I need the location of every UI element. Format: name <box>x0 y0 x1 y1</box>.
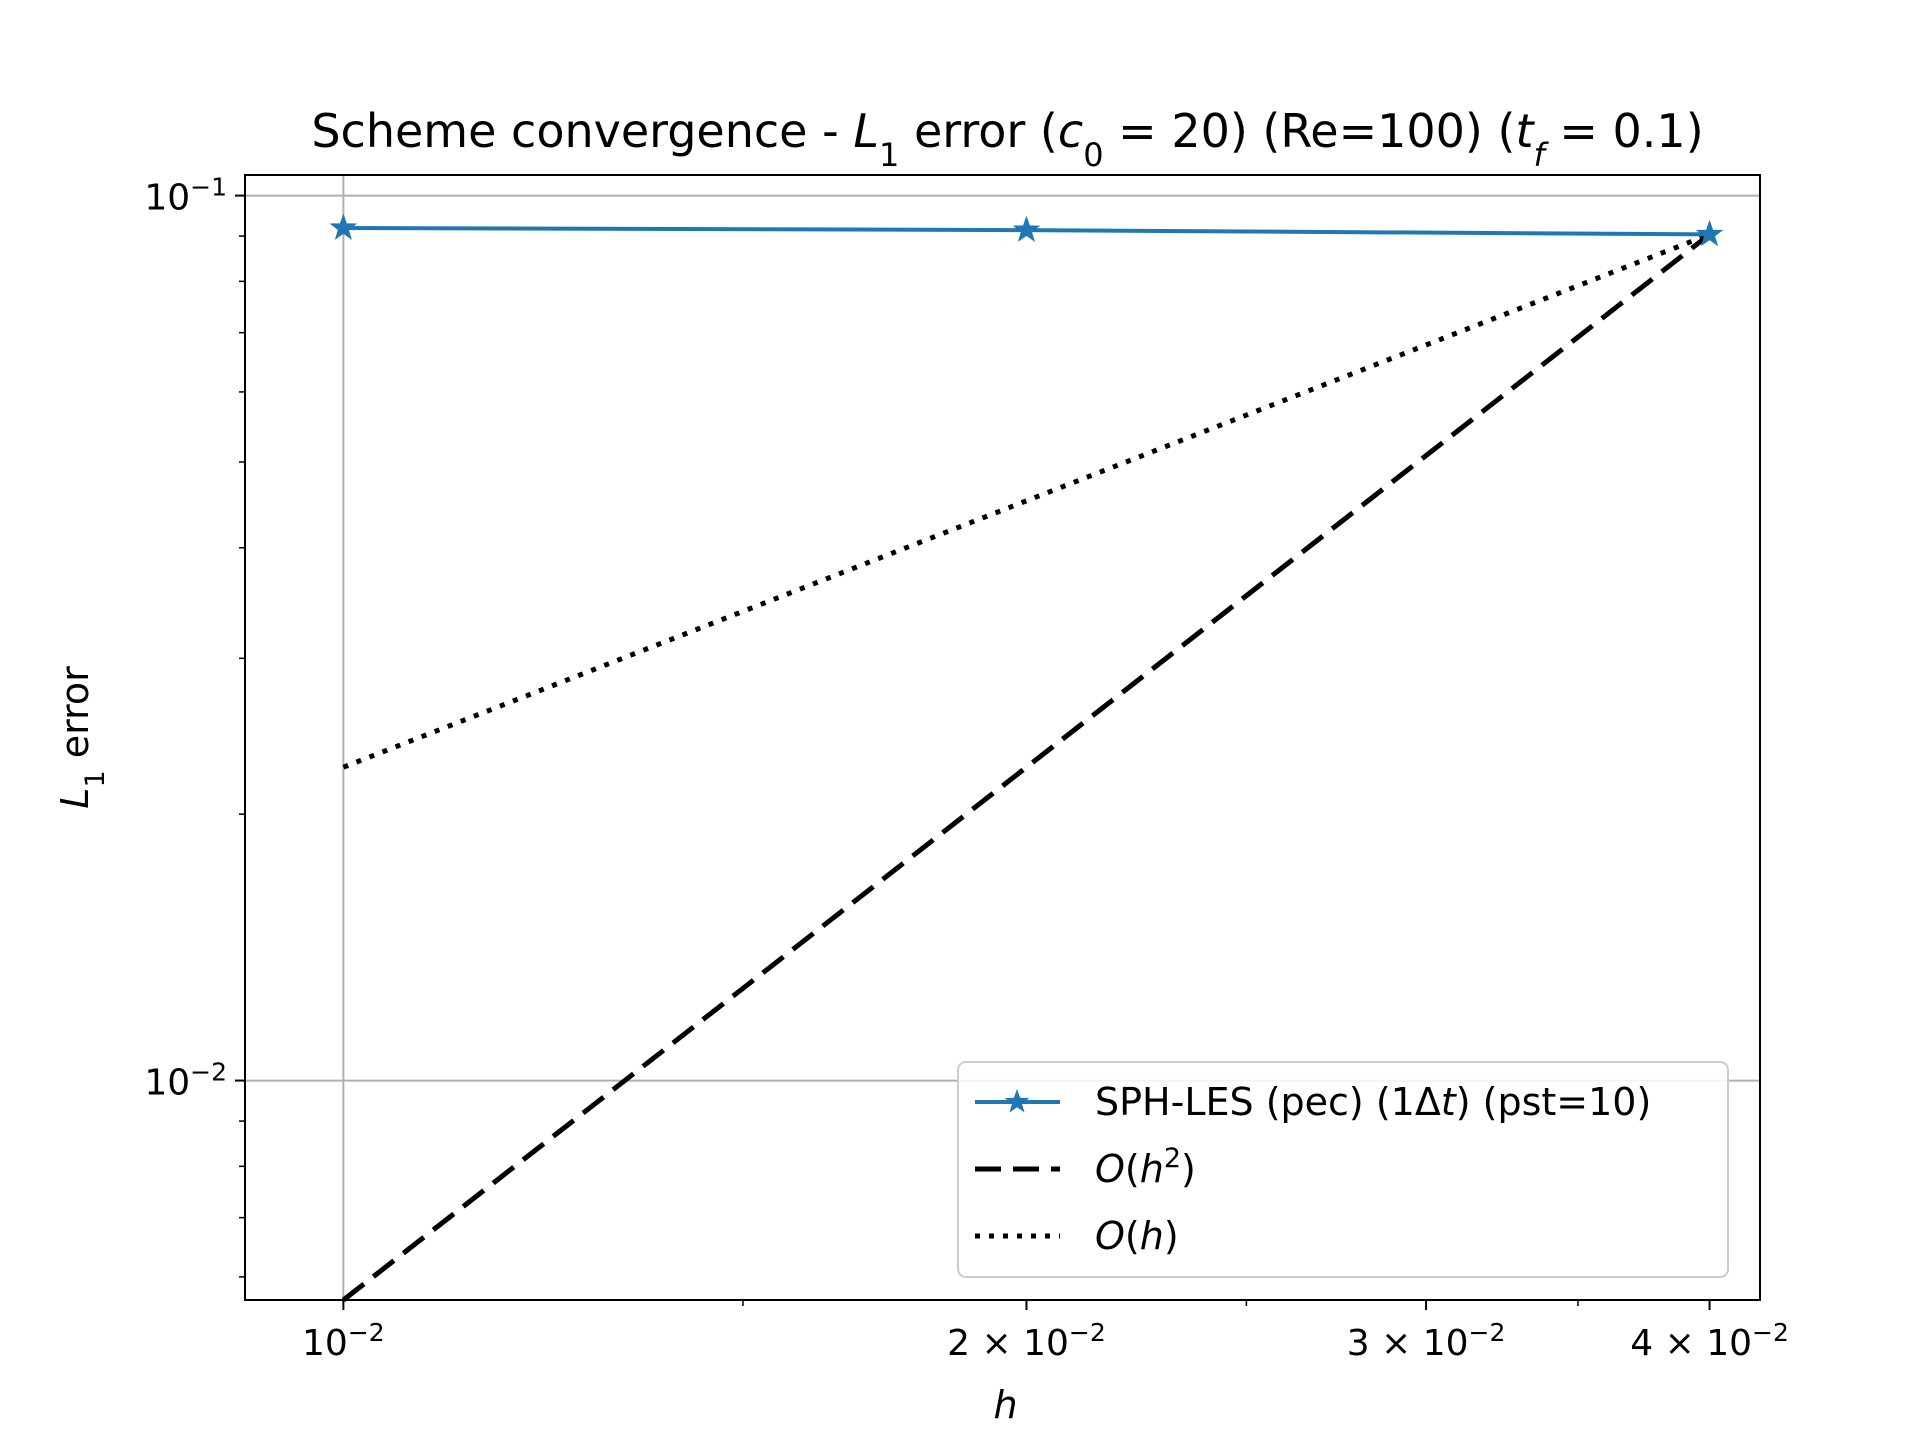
legend-label: O(h2) <box>1095 1143 1196 1192</box>
series-marker-star <box>1695 219 1724 247</box>
legend: SPH-LES (pec) (1Δt) (pst=10) O(h2) O(h) <box>957 1061 1729 1278</box>
legend-box <box>957 1061 1729 1278</box>
x-tick-label: 10−2 <box>302 1318 385 1365</box>
series-marker-star <box>1012 215 1041 242</box>
series-line-dotted <box>342 232 1711 770</box>
x-tick-label: 4 × 10−2 <box>1630 1318 1789 1365</box>
plot-frame <box>244 174 1761 1301</box>
legend-label: SPH-LES (pec) (1Δt) (pst=10) <box>1095 1080 1651 1124</box>
chart-title: Scheme convergence - L1 error (c0 = 20) … <box>311 104 1703 174</box>
series-group <box>329 213 1724 1302</box>
y-tick-label: 10−1 <box>144 172 227 219</box>
y-axis-label: L1 error <box>53 666 111 809</box>
y-tick-label: 10−2 <box>144 1057 227 1104</box>
series-line-dashed <box>341 232 1712 1302</box>
legend-marker-star <box>1004 1089 1030 1113</box>
x-axis-label: h <box>993 1383 1017 1427</box>
x-tick-label: 3 × 10−2 <box>1347 1318 1506 1365</box>
series-marker-star <box>329 213 358 240</box>
legend-label: O(h) <box>1095 1214 1179 1258</box>
x-tick-label: 2 × 10−2 <box>947 1318 1106 1365</box>
axis-ticks: 10−2 2 × 10−2 3 × 10−2 4 × 10−2 10−1 10−2 <box>144 172 1789 1364</box>
